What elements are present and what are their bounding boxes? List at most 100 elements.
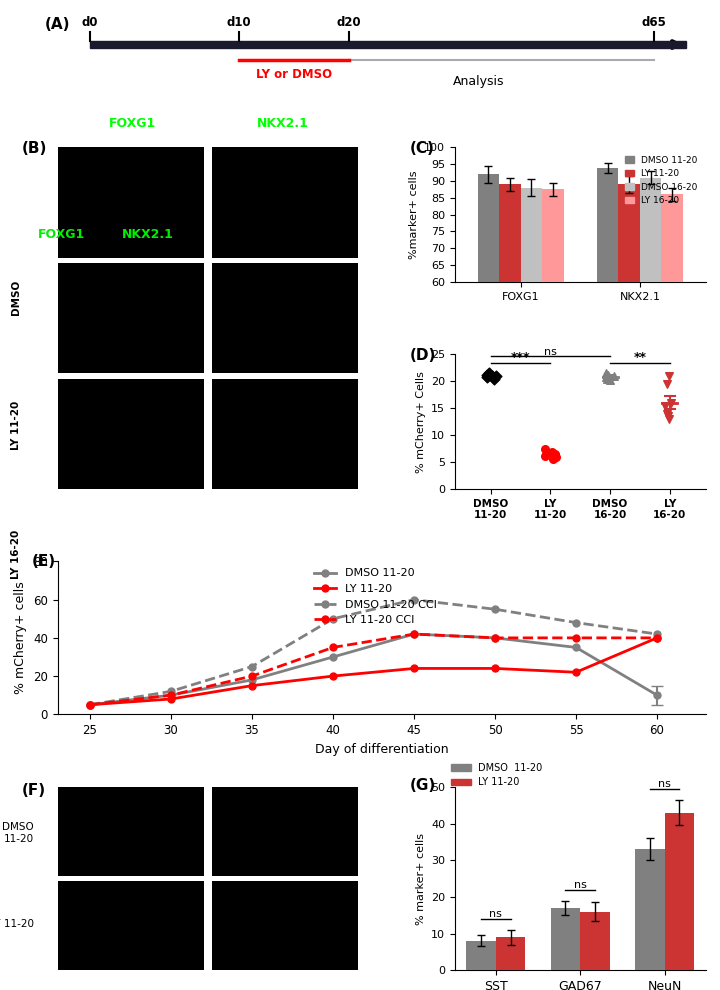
Bar bbox=[618, 184, 640, 483]
Point bbox=[608, 368, 620, 384]
Y-axis label: % marker+ cells: % marker+ cells bbox=[415, 833, 426, 925]
Bar bbox=[640, 177, 662, 483]
Point bbox=[660, 398, 671, 414]
Text: LY 16-20: LY 16-20 bbox=[11, 530, 21, 579]
DMSO 11-20 CCI bbox=[329, 613, 338, 625]
LY 11-20 bbox=[329, 670, 338, 682]
Text: SHH+  PM: SHH+ PM bbox=[263, 19, 325, 29]
Y-axis label: %marker+ cells: %marker+ cells bbox=[409, 170, 418, 258]
Point bbox=[539, 441, 551, 456]
DMSO 11-20 CCI bbox=[86, 699, 94, 711]
Text: **: ** bbox=[634, 351, 647, 364]
Point bbox=[600, 369, 612, 385]
Point bbox=[539, 447, 551, 463]
Legend: DMSO 11-20, LY 11-20, DMSO 11-20 CCI, LY 11-20 CCI: DMSO 11-20, LY 11-20, DMSO 11-20 CCI, LY… bbox=[310, 564, 441, 630]
LY 11-20 bbox=[653, 632, 662, 644]
Text: FOXG1: FOXG1 bbox=[109, 117, 156, 130]
Bar bbox=[551, 908, 580, 970]
Legend: DMSO  11-20, LY 11-20: DMSO 11-20, LY 11-20 bbox=[447, 758, 546, 791]
Point bbox=[487, 370, 499, 386]
Text: (F): (F) bbox=[22, 783, 45, 798]
DMSO 11-20 bbox=[653, 689, 662, 701]
Text: (G): (G) bbox=[410, 778, 436, 793]
Text: NKX2.1: NKX2.1 bbox=[122, 228, 174, 241]
LY 11-20 bbox=[572, 666, 580, 678]
LY 11-20 CCI bbox=[248, 670, 256, 682]
Text: (D): (D) bbox=[410, 347, 436, 362]
Text: Analysis: Analysis bbox=[453, 75, 505, 88]
Bar bbox=[477, 174, 499, 483]
Text: DMSO: DMSO bbox=[11, 279, 21, 315]
DMSO 11-20 bbox=[410, 628, 418, 640]
LY 11-20 bbox=[167, 693, 176, 705]
Bar bbox=[496, 938, 526, 970]
Point bbox=[490, 368, 502, 384]
Bar bbox=[597, 167, 618, 483]
Text: d10: d10 bbox=[227, 16, 251, 29]
Point bbox=[549, 446, 561, 462]
DMSO 11-20 CCI bbox=[491, 603, 500, 615]
LY 11-20 bbox=[410, 662, 418, 674]
Point bbox=[664, 411, 675, 427]
Point bbox=[600, 365, 612, 381]
DMSO 11-20 bbox=[491, 632, 500, 644]
DMSO 11-20 CCI bbox=[653, 628, 662, 640]
Text: LY or DMSO: LY or DMSO bbox=[256, 67, 332, 80]
DMSO 11-20 CCI bbox=[572, 617, 580, 629]
Text: (B): (B) bbox=[22, 141, 47, 155]
LY 11-20 CCI bbox=[491, 632, 500, 644]
DMSO 11-20 CCI bbox=[410, 594, 418, 606]
DMSO 11-20 CCI bbox=[248, 660, 256, 672]
LY 11-20 bbox=[491, 662, 500, 674]
Point bbox=[663, 368, 675, 384]
Point bbox=[665, 395, 677, 411]
Y-axis label: % mCherry+ Cells: % mCherry+ Cells bbox=[415, 370, 426, 472]
Bar bbox=[499, 184, 521, 483]
Point bbox=[481, 369, 492, 385]
Text: PV  NeuN: PV NeuN bbox=[257, 768, 310, 778]
Point bbox=[602, 367, 613, 383]
LY 11-20 CCI bbox=[410, 628, 418, 640]
DMSO 11-20 bbox=[572, 642, 580, 653]
Bar bbox=[521, 188, 542, 483]
Line: LY 11-20 CCI: LY 11-20 CCI bbox=[86, 631, 660, 708]
Point bbox=[486, 368, 498, 384]
Text: DMSO
11-20: DMSO 11-20 bbox=[1, 822, 34, 843]
DMSO 11-20 bbox=[248, 674, 256, 686]
Point bbox=[662, 406, 673, 422]
Text: LDN+SB+XAV: LDN+SB+XAV bbox=[122, 19, 207, 29]
Point bbox=[546, 445, 557, 460]
LY 11-20 CCI bbox=[329, 642, 338, 653]
Bar bbox=[580, 912, 610, 970]
Y-axis label: % mCherry+ cells: % mCherry+ cells bbox=[14, 581, 27, 694]
Text: (A): (A) bbox=[45, 17, 70, 32]
Point bbox=[605, 372, 616, 388]
Text: LY 11-20: LY 11-20 bbox=[11, 401, 21, 450]
Text: ns: ns bbox=[658, 779, 671, 789]
Point bbox=[601, 370, 613, 386]
Point bbox=[483, 365, 495, 381]
DMSO 11-20 bbox=[329, 651, 338, 663]
Point bbox=[662, 408, 674, 424]
LY 11-20 bbox=[248, 680, 256, 692]
Bar bbox=[662, 194, 683, 483]
DMSO 11-20 bbox=[86, 699, 94, 711]
Text: d20: d20 bbox=[337, 16, 361, 29]
Line: LY 11-20: LY 11-20 bbox=[86, 635, 660, 708]
Legend: DMSO 11-20, LY 11-20, DMSO 16-20, LY 16-20: DMSO 11-20, LY 11-20, DMSO 16-20, LY 16-… bbox=[621, 151, 701, 209]
DMSO 11-20 bbox=[167, 689, 176, 701]
LY 11-20 CCI bbox=[86, 699, 94, 711]
Text: (E): (E) bbox=[32, 553, 56, 569]
Text: NKX2.1: NKX2.1 bbox=[257, 117, 309, 130]
Point bbox=[547, 451, 559, 467]
Text: ns: ns bbox=[544, 346, 557, 357]
Point bbox=[550, 448, 562, 464]
LY 11-20 bbox=[86, 699, 94, 711]
Point bbox=[662, 376, 673, 392]
FancyArrowPatch shape bbox=[93, 42, 679, 48]
LY 11-20 CCI bbox=[653, 632, 662, 644]
Line: DMSO 11-20: DMSO 11-20 bbox=[86, 631, 660, 708]
Text: ns: ns bbox=[490, 909, 503, 919]
Bar bbox=[542, 189, 564, 483]
Text: ***: *** bbox=[510, 351, 531, 364]
